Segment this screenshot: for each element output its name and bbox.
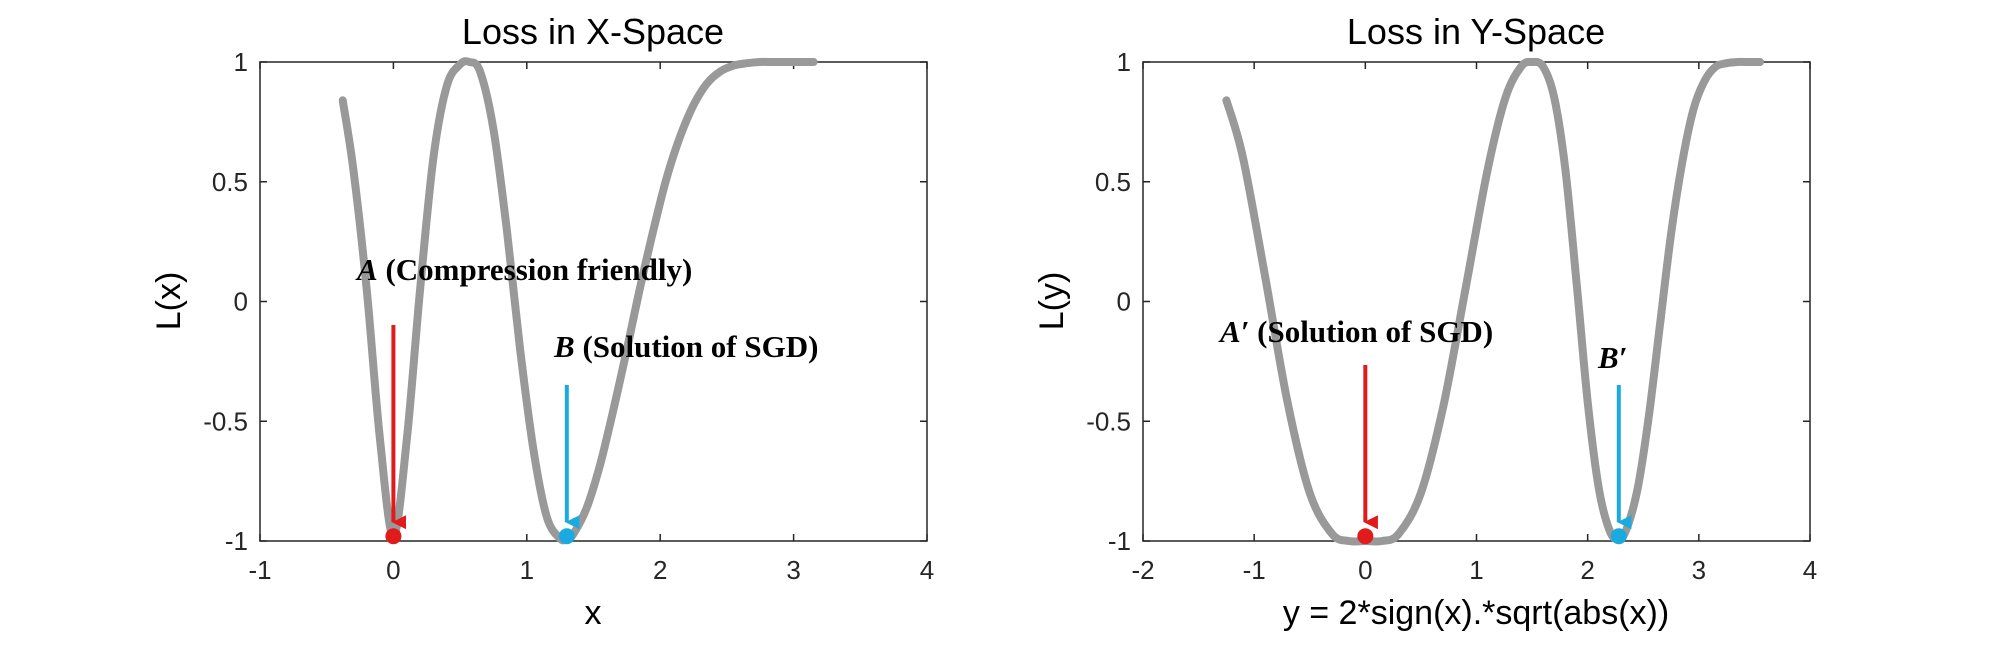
y-axis-label: L(x) [150,272,188,331]
y-axis-label: L(y) [1033,272,1071,331]
x-tick-label: 4 [920,555,934,585]
x-tick-label: 3 [1692,555,1706,585]
y-tick-label: -0.5 [203,406,248,436]
y-tick-label: 0.5 [212,167,248,197]
y-axis-ticks: -1 -0.5 0 0.5 1 [203,47,927,556]
x-axis-ticks: -2 -1 0 1 2 3 4 [1131,62,1817,585]
point-a-marker [385,528,402,545]
y-tick-label: 1 [1117,47,1131,77]
chart-panel-y-space: Loss in Y-Space y = 2*sign(x).*sqrt(abs(… [1033,11,1817,632]
x-axis-label: y = 2*sign(x).*sqrt(abs(x)) [1283,594,1669,632]
x-tick-label: 2 [1580,555,1594,585]
point-a-prime-marker [1357,528,1374,545]
y-axis-ticks: -1 -0.5 0 0.5 1 [1086,47,1810,556]
x-tick-label: 1 [1469,555,1483,585]
point-b-prime-marker [1610,528,1627,545]
loss-curve [338,57,818,545]
x-tick-label: 0 [1358,555,1372,585]
point-b-prime-annotation: B′ [1597,340,1627,375]
x-tick-label: 4 [1803,555,1817,585]
point-b-marker [558,528,575,545]
x-tick-label: -2 [1131,555,1154,585]
point-b-annotation: B (Solution of SGD) [553,329,818,364]
y-tick-label: -0.5 [1086,406,1131,436]
x-axis-ticks: -1 0 1 2 3 4 [248,62,934,585]
chart-panel-x-space: Loss in X-Space x L(x) -1 0 1 2 3 4 -1 -0.5 0 0.… [150,11,934,632]
y-tick-label: -1 [225,526,248,556]
plot-area-frame [259,61,928,542]
point-a-annotation: A (Compression friendly) [355,252,692,287]
y-tick-label: 0 [234,287,248,317]
chart-title: Loss in X-Space [462,11,724,52]
x-tick-label: -1 [1243,555,1266,585]
x-tick-label: 0 [386,555,400,585]
y-tick-label: -1 [1108,526,1131,556]
chart-title: Loss in Y-Space [1347,11,1605,52]
x-tick-label: 2 [653,555,667,585]
plot-area-frame [1142,61,1811,542]
x-axis-label: x [585,594,602,632]
x-tick-label: -1 [248,555,271,585]
x-tick-label: 1 [520,555,534,585]
y-tick-label: 0 [1117,287,1131,317]
point-a-prime-annotation: A′ (Solution of SGD) [1218,314,1493,349]
y-tick-label: 0.5 [1095,167,1131,197]
y-tick-label: 1 [234,47,248,77]
x-tick-label: 3 [786,555,800,585]
loss-curve [1222,57,1764,546]
